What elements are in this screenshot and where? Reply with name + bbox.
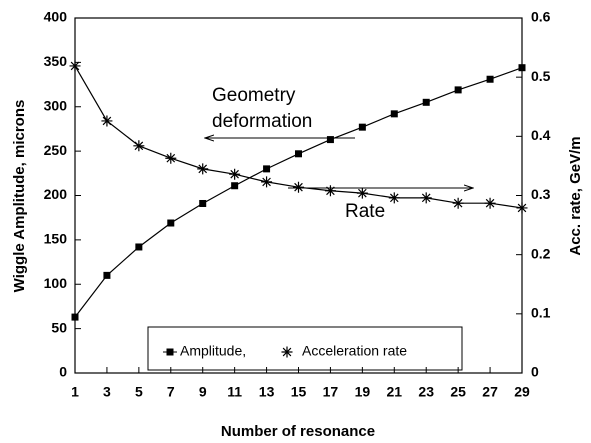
y2-tick-label: 0.5 bbox=[531, 68, 551, 84]
marker bbox=[518, 64, 526, 72]
x-axis-label: Number of resonance bbox=[221, 423, 375, 440]
x-tick-label: 13 bbox=[259, 384, 275, 400]
y2-tick-label: 0.2 bbox=[531, 245, 551, 261]
marker bbox=[197, 163, 209, 175]
marker bbox=[71, 313, 79, 321]
y2-tick-label: 0.4 bbox=[531, 127, 551, 143]
y-tick-label: 200 bbox=[44, 186, 68, 202]
y-tick-label: 100 bbox=[44, 275, 68, 291]
legend-label: Acceleration rate bbox=[302, 343, 407, 359]
marker bbox=[420, 192, 432, 204]
x-tick-label: 7 bbox=[167, 384, 175, 400]
y-tick-label: 50 bbox=[51, 319, 67, 335]
x-tick-label: 29 bbox=[514, 384, 530, 400]
marker bbox=[135, 243, 143, 251]
y-tick-label: 350 bbox=[44, 53, 68, 69]
marker bbox=[69, 60, 81, 72]
marker bbox=[103, 271, 111, 279]
marker bbox=[516, 202, 528, 214]
y2-tick-label: 0.1 bbox=[531, 305, 551, 321]
marker bbox=[295, 150, 302, 158]
marker bbox=[454, 86, 462, 94]
x-tick-label: 1 bbox=[71, 384, 79, 400]
y-tick-label: 250 bbox=[44, 142, 68, 158]
marker bbox=[293, 181, 304, 193]
annotation: Geometry bbox=[212, 85, 296, 106]
x-tick-label: 21 bbox=[386, 384, 402, 400]
marker bbox=[422, 98, 430, 106]
marker bbox=[167, 219, 175, 227]
marker bbox=[231, 182, 239, 190]
y2-tick-label: 0.3 bbox=[531, 186, 551, 202]
legend-label: Amplitude, bbox=[180, 343, 246, 359]
y-tick-label: 400 bbox=[44, 9, 68, 25]
marker bbox=[326, 136, 334, 144]
y-tick-label: 0 bbox=[59, 364, 67, 380]
marker bbox=[356, 187, 368, 199]
x-tick-label: 25 bbox=[450, 384, 466, 400]
marker bbox=[358, 123, 366, 131]
marker bbox=[133, 140, 145, 152]
marker bbox=[165, 152, 177, 164]
x-tick-label: 15 bbox=[291, 384, 307, 400]
x-tick-label: 5 bbox=[135, 384, 143, 400]
marker bbox=[388, 192, 400, 204]
y2-axis-label: Acc. rate, GeV/m bbox=[567, 136, 584, 255]
y-tick-label: 300 bbox=[44, 97, 68, 113]
marker bbox=[199, 199, 207, 207]
marker bbox=[263, 165, 271, 173]
annotation: Rate bbox=[345, 201, 385, 222]
x-tick-label: 19 bbox=[355, 384, 371, 400]
y-axis-label: Wiggle Amplitude, microns bbox=[11, 100, 28, 293]
legend-box bbox=[147, 326, 463, 371]
x-tick-label: 11 bbox=[227, 384, 242, 400]
x-tick-label: 27 bbox=[482, 384, 498, 400]
marker bbox=[484, 197, 496, 209]
marker bbox=[229, 168, 241, 180]
x-tick-label: 9 bbox=[199, 384, 207, 400]
y-tick-label: 150 bbox=[44, 231, 68, 247]
x-tick-label: 17 bbox=[323, 384, 339, 400]
marker bbox=[390, 110, 398, 118]
y2-tick-label: 0 bbox=[531, 364, 539, 380]
annotation: deformation bbox=[212, 111, 312, 132]
x-tick-label: 23 bbox=[418, 384, 434, 400]
marker bbox=[486, 75, 494, 83]
legend-marker bbox=[281, 346, 293, 358]
marker bbox=[261, 176, 273, 188]
marker bbox=[452, 197, 464, 209]
marker bbox=[324, 185, 336, 197]
legend-marker bbox=[166, 348, 174, 356]
plot-frame bbox=[74, 17, 523, 374]
x-tick-label: 3 bbox=[103, 384, 111, 400]
marker bbox=[101, 115, 113, 127]
y2-tick-label: 0.6 bbox=[531, 9, 551, 25]
